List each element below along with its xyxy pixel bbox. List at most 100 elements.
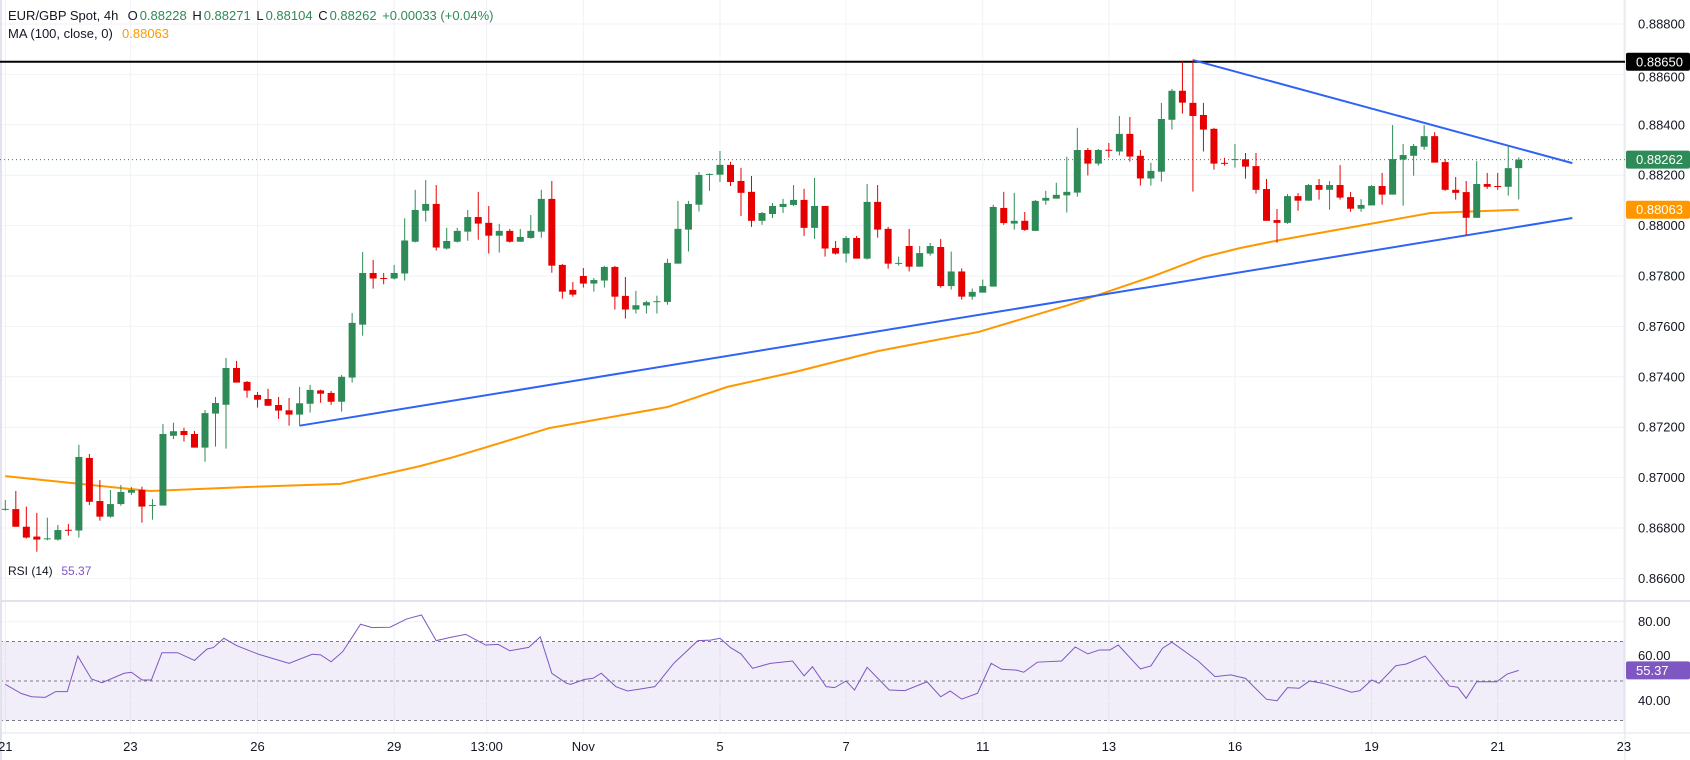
last-price-badge-bg xyxy=(1626,150,1690,169)
candle-body xyxy=(863,201,871,259)
candle-body xyxy=(148,505,156,507)
rsi-axis-label: 80.00 xyxy=(1638,614,1671,629)
candle xyxy=(1052,182,1060,199)
candle xyxy=(390,264,398,280)
candle-body xyxy=(1315,185,1323,190)
candle-body xyxy=(201,413,209,448)
candle xyxy=(1199,102,1207,152)
candle-body xyxy=(1136,155,1144,179)
candle-body xyxy=(1042,197,1050,201)
candle-body xyxy=(1157,119,1165,172)
candle-body xyxy=(138,489,146,507)
candle-body xyxy=(979,286,987,293)
candle xyxy=(1389,125,1397,195)
candle-body xyxy=(684,203,692,230)
candle xyxy=(338,375,346,412)
candle-body xyxy=(12,509,20,527)
candle xyxy=(33,512,41,552)
rsi-legend[interactable]: RSI (14) 55.37 xyxy=(8,564,93,578)
candle xyxy=(853,235,861,259)
candle xyxy=(43,517,51,541)
high-value: 0.88271 xyxy=(203,8,251,23)
price-axis-label: 0.87000 xyxy=(1638,470,1685,485)
candle-body xyxy=(1504,168,1512,187)
ma-price-badge: 0.88063 xyxy=(1636,202,1683,217)
candle-body xyxy=(569,289,577,295)
candle-body xyxy=(117,491,125,505)
candle-body xyxy=(558,264,566,292)
candle-body xyxy=(790,199,798,205)
candle-body xyxy=(285,410,293,415)
candle xyxy=(758,211,766,225)
candle-body xyxy=(989,206,997,287)
candle-body xyxy=(674,228,682,264)
candle xyxy=(1368,185,1376,206)
candle xyxy=(464,209,472,241)
candle-body xyxy=(1147,170,1155,179)
candle-body xyxy=(54,530,62,540)
candle-body xyxy=(779,203,787,207)
time-axis-label: 11 xyxy=(976,739,990,754)
ma-100-line[interactable] xyxy=(5,208,1519,492)
candle xyxy=(75,444,83,538)
candle-body xyxy=(537,198,545,232)
low-label: L xyxy=(256,8,264,23)
candle-body xyxy=(1126,133,1134,157)
price-axis-label: 0.87200 xyxy=(1638,420,1685,435)
candle-body xyxy=(233,367,241,383)
candle-body xyxy=(22,526,30,538)
rsi-value-badge-bg xyxy=(1626,661,1690,680)
candle xyxy=(926,242,934,256)
candle xyxy=(548,180,556,273)
candle xyxy=(117,484,125,506)
candle xyxy=(1305,184,1313,201)
candle xyxy=(537,189,545,238)
candle-body xyxy=(453,230,461,242)
candle xyxy=(989,204,997,287)
time-axis-label: 16 xyxy=(1228,739,1242,754)
rsi-line[interactable] xyxy=(5,614,1519,702)
candle xyxy=(190,430,198,448)
support-trendline[interactable] xyxy=(299,217,1573,427)
candle-body xyxy=(1273,220,1281,223)
candle xyxy=(159,423,167,506)
candle-body xyxy=(937,247,945,287)
price-legend: EUR/GBP Spot, 4h O 0.88228 H 0.88271 L 0.88… xyxy=(8,8,496,23)
level-price-badge: 0.88650 xyxy=(1636,54,1683,69)
ma-value: 0.88063 xyxy=(122,26,170,41)
resistance-trendline[interactable] xyxy=(1192,59,1573,165)
candle xyxy=(138,486,146,523)
candle-body xyxy=(1010,220,1018,224)
candle-body xyxy=(895,262,903,264)
candle-body xyxy=(127,489,135,493)
candle xyxy=(516,228,524,242)
candle xyxy=(684,200,692,252)
candle-body xyxy=(33,536,41,540)
candle xyxy=(1094,148,1102,166)
candle-body xyxy=(821,205,829,249)
candle xyxy=(201,410,209,462)
candle xyxy=(1515,157,1523,200)
ma-legend[interactable]: MA (100, close, 0) 0.88063 xyxy=(8,26,171,41)
candle-body xyxy=(1420,136,1428,147)
candle-body xyxy=(432,203,440,248)
candle xyxy=(1294,193,1302,211)
time-axis-label: 26 xyxy=(250,739,264,754)
candle xyxy=(1231,143,1239,168)
candle xyxy=(916,246,924,267)
candle xyxy=(590,278,598,292)
candle xyxy=(611,265,619,310)
candle xyxy=(296,386,304,426)
candle xyxy=(968,288,976,300)
candle xyxy=(874,185,882,238)
price-axis-label: 0.86600 xyxy=(1638,571,1685,586)
candle xyxy=(1452,176,1460,200)
candle xyxy=(369,259,377,289)
candle-body xyxy=(1483,184,1491,187)
candle xyxy=(705,173,713,191)
candle xyxy=(212,396,219,447)
candle-body xyxy=(422,203,430,211)
candle-body xyxy=(75,456,83,531)
candle xyxy=(285,397,293,426)
